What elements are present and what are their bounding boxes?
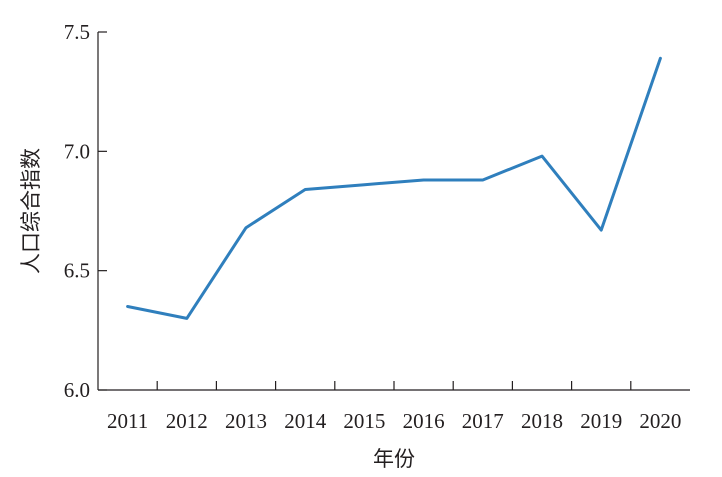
x-tick-label: 2011: [107, 409, 148, 433]
y-tick-label: 6.5: [64, 259, 90, 283]
x-tick-label: 2017: [462, 409, 504, 433]
x-tick-label: 2016: [403, 409, 445, 433]
y-axis-title: 人口综合指数: [19, 148, 43, 274]
x-tick-label: 2019: [580, 409, 622, 433]
series-group: [126, 56, 662, 320]
y-tick-label: 7.0: [64, 139, 90, 163]
x-tick-label: 2020: [639, 409, 681, 433]
y-axis: 6.0 6.5 7.0 7.5: [64, 20, 107, 402]
series-line: [126, 56, 662, 320]
y-tick-label: 6.0: [64, 378, 90, 402]
x-tick-label: 2014: [284, 409, 327, 433]
x-tick-label: 2015: [343, 409, 385, 433]
x-axis: 2011 2012 2013 2014 2015 2016 2017 2018 2019 2020: [98, 381, 690, 433]
x-tick-label: 2012: [166, 409, 208, 433]
x-tick-label: 2018: [521, 409, 563, 433]
x-tick-label: 2013: [225, 409, 267, 433]
x-axis-title: 年份: [373, 447, 415, 471]
y-tick-label: 7.5: [64, 20, 90, 44]
